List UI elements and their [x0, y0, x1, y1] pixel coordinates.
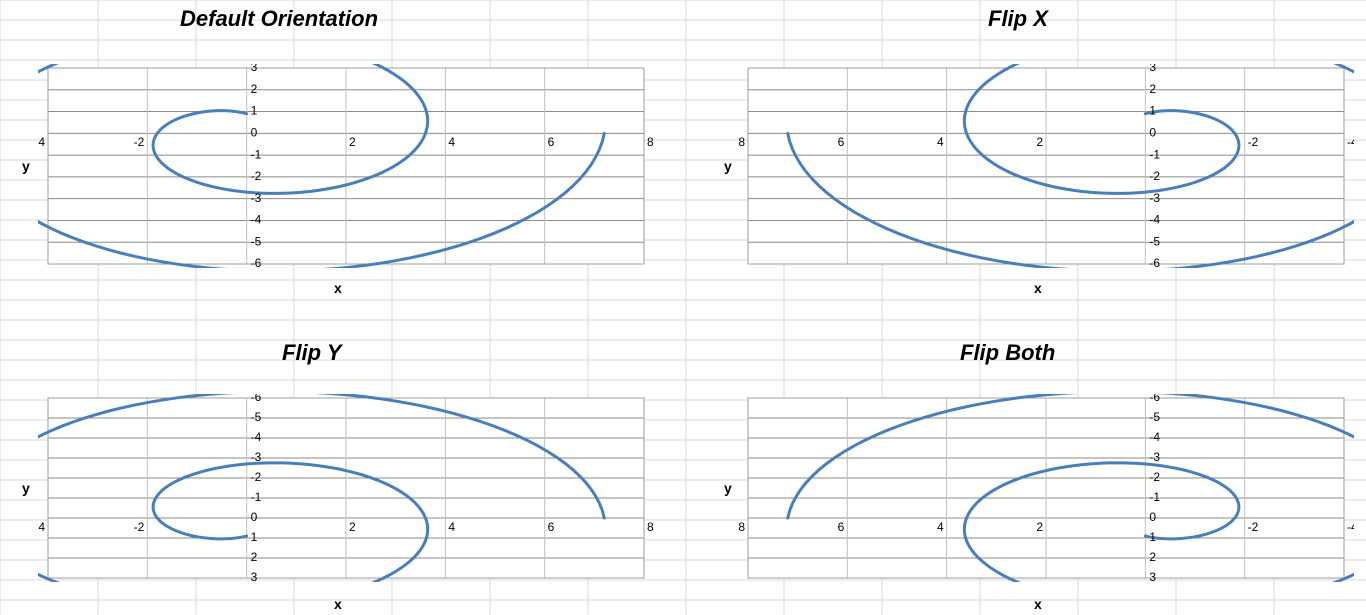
- chart-default: -4 -2 2 4 6 8 -6 -5 -4 -3 -2 -1 0 1 2 3: [38, 64, 654, 268]
- y-tick-label: 1: [251, 104, 258, 118]
- y-tick-label: 3: [251, 64, 258, 74]
- y-tick-label: 1: [1149, 104, 1156, 118]
- x-tick-label: 8: [738, 520, 745, 534]
- y-tick-label: -5: [251, 410, 262, 424]
- y-tick-label: -3: [251, 191, 262, 205]
- x-tick-label: 4: [937, 520, 944, 534]
- x-tick-label: 2: [1036, 135, 1043, 149]
- y-tick-label: 0: [251, 510, 258, 524]
- y-tick-label: -3: [251, 450, 262, 464]
- x-tick-label: -4: [1347, 135, 1354, 149]
- x-tick-label: -2: [134, 135, 145, 149]
- y-axis-label-default: y: [22, 158, 30, 174]
- y-tick-label: 2: [1149, 82, 1156, 96]
- y-tick-label: -5: [1149, 410, 1160, 424]
- x-tick-label: -4: [38, 520, 45, 534]
- y-tick-label: 2: [251, 550, 258, 564]
- x-tick-label: 2: [1036, 520, 1043, 534]
- y-tick-label: -1: [1149, 490, 1160, 504]
- chart-title-default: Default Orientation: [180, 6, 378, 32]
- x-tick-label: 2: [349, 135, 356, 149]
- y-tick-label: 0: [251, 126, 258, 140]
- y-tick-label: -6: [251, 394, 262, 404]
- x-tick-label: 2: [349, 520, 356, 534]
- chart-title-flipy: Flip Y: [282, 340, 342, 366]
- y-tick-label: -1: [251, 490, 262, 504]
- y-tick-label: -2: [251, 470, 262, 484]
- x-tick-label: -2: [1248, 135, 1259, 149]
- x-tick-label: -2: [1248, 520, 1259, 534]
- x-axis-label-flipx: x: [1034, 280, 1042, 296]
- y-tick-label: 2: [1149, 550, 1156, 564]
- y-tick-label: -6: [1149, 394, 1160, 404]
- x-tick-label: 8: [647, 520, 654, 534]
- y-tick-label: -4: [251, 430, 262, 444]
- x-tick-label: 6: [838, 520, 845, 534]
- y-tick-label: 3: [1149, 570, 1156, 582]
- y-tick-label: -6: [251, 256, 262, 268]
- y-tick-label: -2: [1149, 169, 1160, 183]
- y-axis-label-flipboth: y: [724, 480, 732, 496]
- x-tick-label: 6: [548, 135, 555, 149]
- y-tick-label: 3: [1149, 64, 1156, 74]
- y-tick-label: -4: [1149, 213, 1160, 227]
- x-tick-label: 8: [647, 135, 654, 149]
- x-tick-label: 6: [838, 135, 845, 149]
- y-tick-label: 1: [1149, 530, 1156, 544]
- y-tick-label: -2: [251, 169, 262, 183]
- y-tick-label: -3: [1149, 450, 1160, 464]
- chart-title-flipboth: Flip Both: [960, 340, 1055, 366]
- chart-flipx: -4 -2 2 4 6 8 -6 -5 -4 -3 -2 -1 0 1 2 3: [738, 64, 1354, 268]
- y-tick-label: 0: [1149, 126, 1156, 140]
- y-tick-label: -5: [1149, 234, 1160, 248]
- y-tick-label: 3: [251, 570, 258, 582]
- y-tick-label: -3: [1149, 191, 1160, 205]
- y-tick-label: -1: [251, 147, 262, 161]
- y-tick-label: 1: [251, 530, 258, 544]
- x-tick-label: 8: [738, 135, 745, 149]
- y-tick-label: 2: [251, 82, 258, 96]
- x-tick-label: 6: [548, 520, 555, 534]
- x-tick-label: 4: [448, 135, 455, 149]
- y-tick-label: -5: [251, 234, 262, 248]
- y-tick-label: -2: [1149, 470, 1160, 484]
- x-axis-label-flipy: x: [334, 596, 342, 612]
- y-tick-label: 0: [1149, 510, 1156, 524]
- x-tick-label: 4: [448, 520, 455, 534]
- x-tick-label: 4: [937, 135, 944, 149]
- chart-title-flipx: Flip X: [988, 6, 1048, 32]
- x-axis-label-flipboth: x: [1034, 596, 1042, 612]
- y-tick-label: -4: [1149, 430, 1160, 444]
- x-axis-label-default: x: [334, 280, 342, 296]
- spreadsheet-sheet: Default Orientationxy-4-22468-6-5-4-3-2-…: [0, 0, 1366, 615]
- y-axis-label-flipx: y: [724, 158, 732, 174]
- chart-flipy: -4 -2 2 4 6 8 -6 -5 -4 -3 -2 -1 0 1 2 3: [38, 394, 654, 582]
- y-axis-label-flipy: y: [22, 480, 30, 496]
- chart-flipboth: -4 -2 2 4 6 8 -6 -5 -4 -3 -2 -1 0 1 2 3: [738, 394, 1354, 582]
- y-tick-label: -1: [1149, 147, 1160, 161]
- y-tick-label: -4: [251, 213, 262, 227]
- x-tick-label: -2: [134, 520, 145, 534]
- y-tick-label: -6: [1149, 256, 1160, 268]
- x-tick-label: -4: [1347, 520, 1354, 534]
- x-tick-label: -4: [38, 135, 45, 149]
